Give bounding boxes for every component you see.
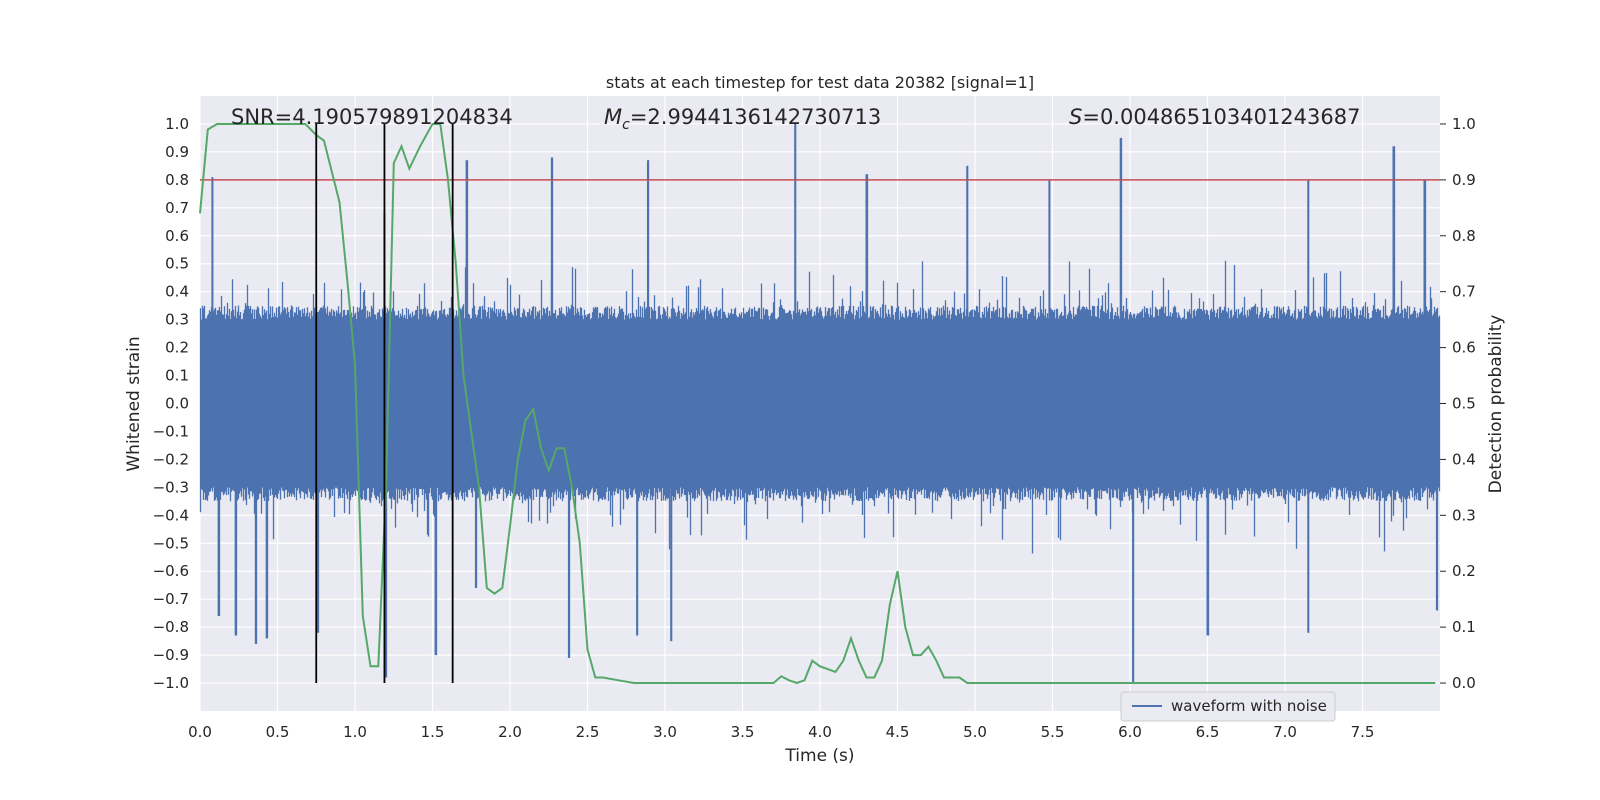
y-right-tick-label: 0.5 (1452, 395, 1476, 413)
y-right-tick-label: 0.9 (1452, 171, 1476, 189)
x-tick-label: 1.5 (421, 723, 445, 741)
legend: waveform with noise (1120, 691, 1336, 722)
chart-title: stats at each timestep for test data 203… (606, 73, 1034, 92)
y-tick-label: 1.0 (165, 115, 189, 133)
x-tick-label: 0.0 (188, 723, 212, 741)
waveform-with-noise-line (199, 124, 1441, 683)
y-right-tick-label: 0.4 (1452, 450, 1476, 468)
x-tick-label: 4.5 (886, 723, 910, 741)
x-tick-label: 6.0 (1118, 723, 1142, 741)
y-tick-label: −0.5 (153, 534, 189, 552)
vertical-lines (315, 123, 454, 684)
x-tick-label: 2.5 (576, 723, 600, 741)
y-right-tick-label: 0.7 (1452, 283, 1476, 301)
x-tick-label: 2.0 (498, 723, 522, 741)
y-tick-label: −0.8 (153, 618, 189, 636)
y-ticks-right: 1.0 0.9 0.8 0.7 0.6 0.5 0.4 0.3 0.2 0.1 0.0 (1440, 115, 1476, 692)
y-tick-label: −0.3 (153, 478, 189, 496)
y-tick-label: 0.5 (165, 255, 189, 273)
waveform-series (199, 123, 1441, 684)
x-tick-label: 5.5 (1041, 723, 1065, 741)
x-tick-label: 1.0 (343, 723, 367, 741)
x-tick-label: 5.0 (963, 723, 987, 741)
x-tick-label: 3.0 (653, 723, 677, 741)
y-tick-label: −0.6 (153, 562, 189, 580)
chirp-mass-annotation: Mc=2.9944136142730713 (604, 105, 881, 133)
x-axis-label: Time (s) (784, 746, 854, 766)
y-tick-label: 0.9 (165, 143, 189, 161)
detection-probability-series (199, 123, 1436, 685)
y-tick-label: −1.0 (153, 674, 189, 692)
y-tick-label: 0.7 (165, 199, 189, 217)
y-tick-label: 0.6 (165, 227, 189, 245)
y-right-tick-label: 0.2 (1452, 562, 1476, 580)
x-tick-label: 3.5 (731, 723, 755, 741)
x-tick-label: 4.0 (808, 723, 832, 741)
y-tick-label: 0.4 (165, 283, 189, 301)
y-tick-label: −0.2 (153, 450, 189, 468)
y-right-tick-label: 1.0 (1452, 115, 1476, 133)
y-tick-label: −0.9 (153, 646, 189, 664)
x-tick-label: 0.5 (266, 723, 290, 741)
x-tick-label: 6.5 (1196, 723, 1220, 741)
s-annotation: S=0.004865103401243687 (1069, 105, 1360, 129)
y-tick-label: 0.2 (165, 339, 189, 357)
detection-probability-line (199, 123, 1436, 685)
y-ticks-left: 1.0 0.9 0.8 0.7 0.6 0.5 0.4 0.3 0.2 0.1 0.0 −0.1 −0.… (153, 115, 189, 692)
snr-annotation: SNR=4.190579891204834 (231, 105, 513, 129)
y-right-tick-label: 0.6 (1452, 339, 1476, 357)
x-tick-label: 7.0 (1273, 723, 1297, 741)
legend-box (1120, 691, 1336, 722)
x-ticks: 0.0 0.5 1.0 1.5 2.0 2.5 3.0 3.5 4.0 4.5 5.0 5.5 6.0 6… (188, 723, 1374, 741)
y-right-tick-label: 0.8 (1452, 227, 1476, 245)
y-tick-label: 0.1 (165, 367, 189, 385)
y-right-tick-label: 0.1 (1452, 618, 1476, 636)
y-tick-label: 0.8 (165, 171, 189, 189)
y-axis-label-right: Detection probability (1486, 315, 1506, 494)
legend-label: waveform with noise (1171, 697, 1327, 715)
x-tick-label: 7.5 (1351, 723, 1375, 741)
y-right-tick-label: 0.0 (1452, 674, 1476, 692)
y-right-tick-label: 0.3 (1452, 506, 1476, 524)
y-tick-label: 0.0 (165, 395, 189, 413)
y-tick-label: 0.3 (165, 311, 189, 329)
y-tick-label: −0.4 (153, 506, 189, 524)
y-tick-label: −0.7 (153, 590, 189, 608)
y-tick-label: −0.1 (153, 422, 189, 440)
y-axis-label-left: Whitened strain (124, 336, 144, 471)
